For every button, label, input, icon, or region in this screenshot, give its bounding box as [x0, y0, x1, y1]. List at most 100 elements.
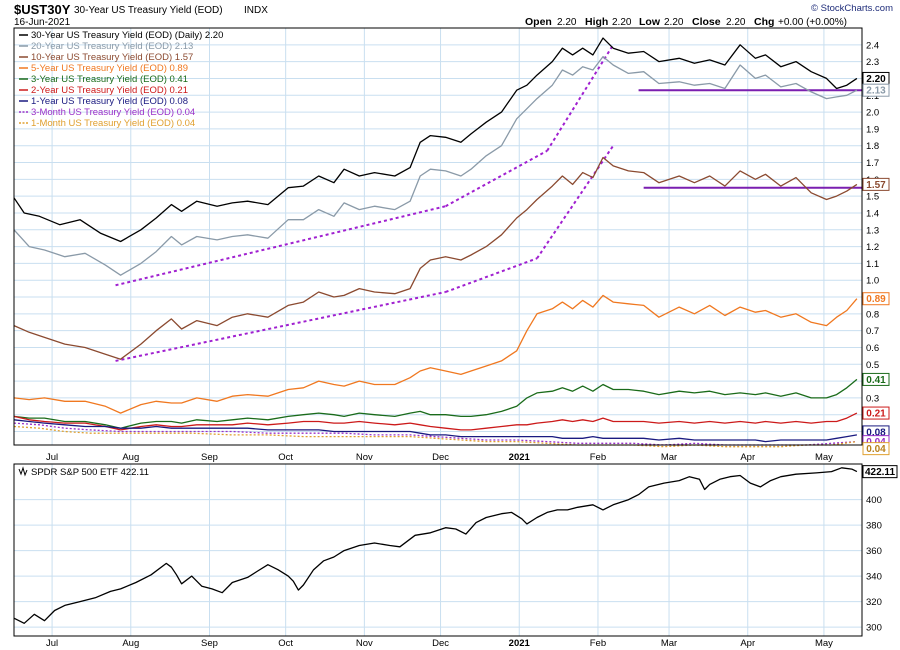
month-tick-label: Feb [590, 638, 606, 649]
value-box-label: 0.89 [866, 294, 886, 305]
yield-series-line [13, 412, 858, 431]
yield-series-line [13, 425, 857, 448]
trendline [445, 257, 538, 293]
high-value: 2.20 [612, 17, 632, 28]
month-axis-top: Jul Aug Sep Oct Nov Dec 2021 Feb Mar Apr May [46, 452, 833, 463]
trendline [445, 149, 548, 208]
yield-tick-label: 1.0 [866, 276, 879, 287]
low-value: 2.20 [664, 17, 684, 28]
month-axis-bottom: Jul Aug Sep Oct Nov Dec 2021 Feb Mar Apr May [46, 638, 833, 649]
yield-tick-label: 2.0 [866, 108, 879, 119]
legend-entry: 1-Year US Treasury Yield (EOD) 0.08 [31, 96, 188, 107]
close-value: 2.20 [726, 17, 746, 28]
month-tick-label: Dec [432, 452, 449, 463]
spy-gridlines [14, 464, 862, 636]
month-tick-label: 2021 [509, 638, 531, 649]
value-box-label: 0.21 [866, 409, 886, 420]
high-label: High [585, 16, 608, 28]
value-box-label: 0.08 [866, 427, 886, 438]
legend-entry: 10-Year US Treasury Yield (EOD) 1.57 [31, 52, 193, 63]
value-box-label: 2.20 [866, 74, 886, 85]
legend-entry: 1-Month US Treasury Yield (EOD) 0.04 [31, 118, 195, 129]
open-value: 2.20 [557, 17, 577, 28]
spy-end-labels: 422.11 [862, 465, 898, 479]
month-tick-label: Jul [46, 638, 58, 649]
value-box [862, 83, 890, 97]
value-box [862, 372, 890, 386]
value-box [862, 177, 890, 191]
quote-readout: Open 2.20 High 2.20 Low 2.20 Close 2.20 … [525, 16, 847, 28]
legend-entry: 20-Year US Treasury Yield (EOD) 2.13 [31, 41, 193, 52]
spy-tick-label: 340 [866, 572, 882, 583]
month-tick-label: Mar [661, 452, 677, 463]
value-box-label: 2.13 [866, 86, 886, 97]
value-box-label: 1.57 [866, 180, 886, 191]
yield-series-line [13, 294, 858, 414]
legend-entry: 3-Year US Treasury Yield (EOD) 0.41 [31, 74, 188, 85]
description-label: 30-Year US Treasury Yield (EOD) [74, 5, 223, 16]
month-tick-label: Apr [740, 638, 755, 649]
yield-series-line [13, 156, 858, 360]
yield-tick-label: 2.4 [866, 40, 879, 51]
value-box [862, 442, 890, 456]
copyright-label: © StockCharts.com [811, 3, 893, 14]
yield-tick-label: 1.7 [866, 158, 879, 169]
yield-series-line [13, 55, 858, 276]
month-tick-label: Feb [590, 452, 606, 463]
yield-legend: 30-Year US Treasury Yield (EOD) (Daily) … [19, 30, 223, 129]
chg-label: Chg [754, 16, 774, 28]
yield-tick-label: 0.7 [866, 326, 879, 337]
spy-legend-line-icon [18, 466, 28, 477]
yield-series-line [13, 419, 858, 443]
month-tick-label: Sep [201, 452, 218, 463]
chg-value: +0.00 (+0.00%) [778, 17, 847, 28]
legend-entry: 2-Year US Treasury Yield (EOD) 0.21 [31, 85, 188, 96]
month-tick-label: Dec [432, 638, 449, 649]
value-box [862, 292, 890, 306]
month-tick-label: Mar [661, 638, 677, 649]
yield-gridlines [14, 28, 862, 445]
spy-tick-label: 400 [866, 495, 882, 506]
trendline [115, 205, 446, 287]
spy-legend: SPDR S&P 500 ETF 422.11 [18, 466, 149, 478]
month-tick-label: May [815, 452, 833, 463]
yield-tick-label: 0.6 [866, 343, 879, 354]
month-tick-label: Apr [740, 452, 755, 463]
yield-panel: 0.10.20.30.40.50.60.70.80.91.01.11.21.31… [13, 27, 890, 456]
trendline [546, 44, 615, 152]
low-label: Low [639, 16, 661, 28]
yield-tick-label: 1.3 [866, 225, 879, 236]
month-tick-label: May [815, 638, 833, 649]
yield-tick-label: 0.5 [866, 360, 879, 371]
legend-entry: 5-Year US Treasury Yield (EOD) 0.89 [31, 63, 188, 74]
date-label: 16-Jun-2021 [14, 17, 71, 28]
spy-legend-text: SPDR S&P 500 ETF 422.11 [31, 467, 149, 478]
month-tick-label: 2021 [509, 452, 531, 463]
yield-tick-label: 1.8 [866, 141, 879, 152]
yield-tick-label: 0.3 [866, 393, 879, 404]
month-tick-label: Sep [201, 638, 218, 649]
value-box-label: 422.11 [865, 467, 895, 478]
yield-series-line [13, 378, 858, 429]
yield-tick-label: 0.8 [866, 309, 879, 320]
spy-tick-label: 300 [866, 623, 882, 634]
spy-tick-label: 320 [866, 597, 882, 608]
month-tick-label: Nov [356, 638, 373, 649]
trendline [115, 291, 446, 362]
month-tick-label: Nov [356, 452, 373, 463]
yield-tick-label: 1.1 [866, 259, 879, 270]
yield-tick-label: 1.5 [866, 192, 879, 203]
month-tick-label: Oct [278, 452, 293, 463]
legend-entry: 3-Month US Treasury Yield (EOD) 0.04 [31, 107, 195, 118]
yield-end-labels: 2.202.131.570.890.410.210.080.040.04 [862, 71, 890, 456]
value-box-label: 0.41 [866, 375, 886, 386]
yield-tick-label: 1.9 [866, 124, 879, 135]
yield-tick-label: 1.2 [866, 242, 879, 253]
yield-panel-frame [13, 27, 863, 446]
yield-annotations [115, 44, 862, 362]
spy-panel: 300 320 340 360 380 400 422.11 SPDR S&P 500 E… [13, 463, 898, 637]
month-tick-label: Aug [122, 452, 139, 463]
month-tick-label: Aug [122, 638, 139, 649]
